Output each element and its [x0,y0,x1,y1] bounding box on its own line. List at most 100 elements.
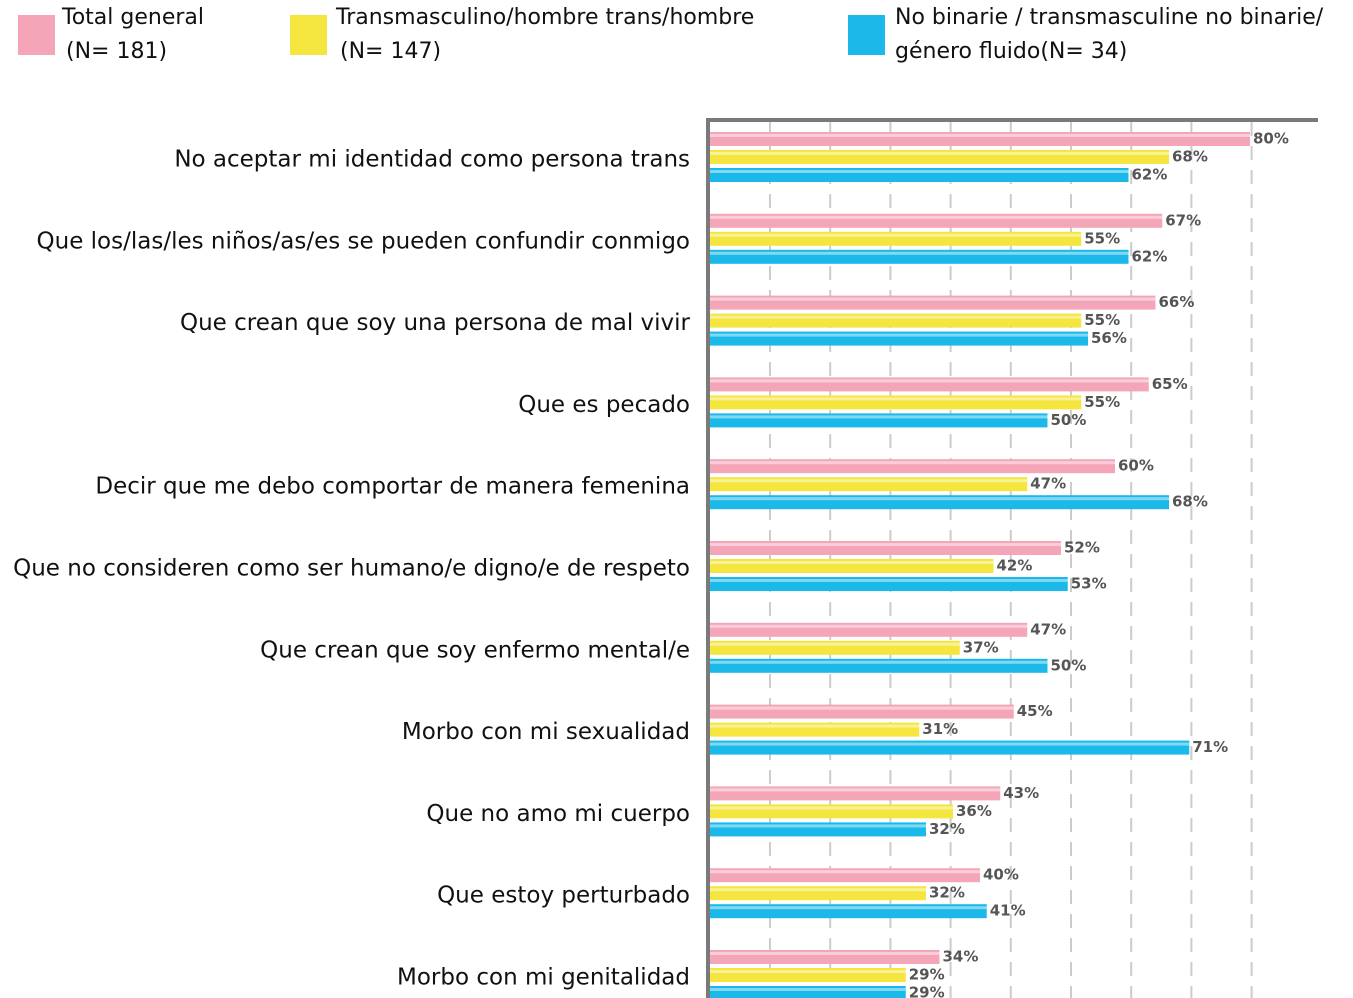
value-label: 41% [990,902,1026,920]
bar-shine [710,315,1082,319]
value-label: 50% [1051,411,1087,429]
bar [710,541,1061,555]
value-label: 43% [1003,784,1039,802]
value-label: 56% [1091,329,1127,347]
bar [710,640,960,655]
bar [710,804,953,819]
bar [710,786,1001,801]
bar-shine [710,543,1061,546]
bar-shine [710,806,953,810]
bar-shine [710,906,987,910]
value-label: 45% [1017,702,1053,720]
bar [710,868,980,883]
category-label: Que es pecado [518,392,690,418]
bar-shine [710,152,1169,155]
bar [710,313,1082,328]
bar [710,377,1149,392]
bar [710,722,920,737]
legend-note: género fluido(N= 34) [895,39,1127,64]
bar-shine [710,497,1169,501]
bar [710,477,1028,492]
bar-shine [710,379,1149,383]
bar-shine [710,888,926,892]
bar [710,559,994,573]
legend-swatch [18,15,55,55]
bar [710,331,1088,346]
value-label: 66% [1159,293,1195,311]
value-label: 55% [1084,311,1120,329]
category-label: Que crean que soy enfermo mental/e [260,637,690,663]
value-label: 34% [943,948,979,966]
value-label: 37% [963,638,999,656]
bar [710,413,1048,428]
bar [710,249,1129,264]
legend-note: (N= 147) [340,39,441,64]
bar [710,740,1190,755]
value-label: 65% [1152,375,1188,393]
value-label: 42% [997,557,1033,575]
value-label: 60% [1118,457,1154,475]
bar [710,968,906,982]
value-label: 32% [929,884,965,902]
value-label: 62% [1132,166,1168,184]
value-label: 29% [909,966,945,984]
bar [710,658,1048,673]
bar-shine [710,397,1082,401]
value-label: 80% [1253,130,1289,148]
bar-shine [710,215,1163,219]
value-label: 53% [1071,575,1107,593]
bar [710,822,926,837]
category-label: Morbo con mi sexualidad [402,719,690,745]
bar [710,213,1163,228]
category-label: Morbo con mi genitalidad [397,965,690,991]
bar-shine [710,870,980,874]
bar-shine [710,724,920,728]
bar [710,150,1169,164]
category-label: Que no amo mi cuerpo [426,801,690,827]
bar [710,495,1169,510]
bar [710,459,1115,474]
bar-shine [710,251,1129,255]
bar [710,904,987,919]
bar-shine [710,988,906,991]
value-label: 62% [1132,247,1168,265]
bar [710,704,1014,719]
legend-label: Transmasculino/hombre trans/hombre [335,5,754,30]
bar-shine [710,297,1156,301]
value-label: 31% [922,720,958,738]
bar-shine [710,333,1088,337]
bar [710,622,1028,637]
value-label: 55% [1084,393,1120,411]
category-label: No aceptar mi identidad como persona tra… [174,147,690,173]
legend-label: Total general [61,5,204,30]
bar [710,395,1082,410]
bar [710,132,1250,146]
value-label: 32% [929,820,965,838]
category-label: Que no consideren como ser humano/e dign… [13,556,690,582]
value-label: 40% [983,866,1019,884]
value-label: 55% [1084,229,1120,247]
bar-shine [710,706,1014,710]
bar [710,886,926,901]
bar [710,168,1129,182]
legend-swatch [290,15,327,55]
category-label: Que crean que soy una persona de mal viv… [180,310,691,336]
value-label: 52% [1064,539,1100,557]
category-label: Que los/las/les niños/as/es se pueden co… [37,228,690,254]
value-label: 47% [1030,620,1066,638]
legend-swatch [848,15,885,55]
bar-shine [710,479,1028,483]
value-label: 29% [909,984,945,998]
bar-shine [710,134,1250,137]
value-label: 71% [1192,738,1228,756]
bar-shine [710,788,1001,792]
bar-shine [710,970,906,973]
bar-shine [710,561,994,564]
bar-shine [710,642,960,646]
bar-shine [710,952,940,955]
bar-shine [710,660,1048,664]
bar-shine [710,415,1048,419]
bar-shine [710,742,1190,746]
value-label: 47% [1030,475,1066,493]
